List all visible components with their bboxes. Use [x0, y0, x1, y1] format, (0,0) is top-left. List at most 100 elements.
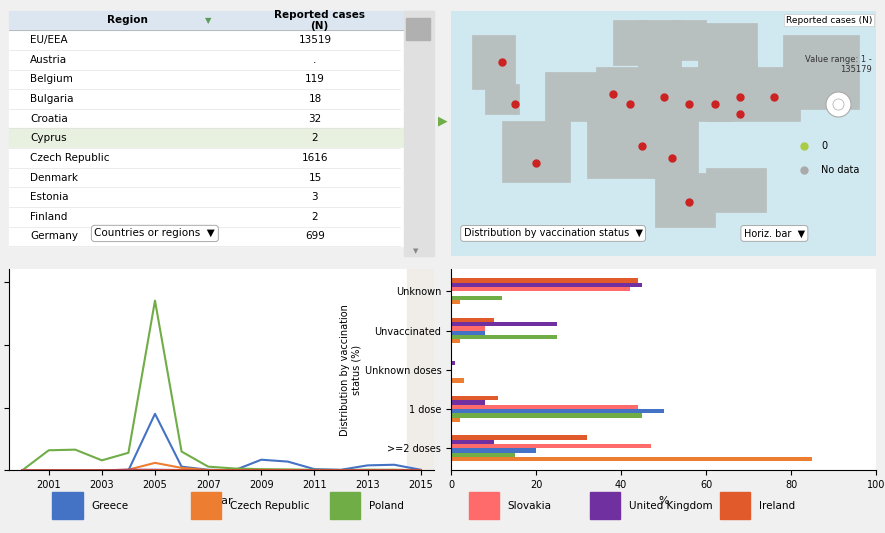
- Bar: [638, 20, 681, 79]
- Bar: [451, 330, 485, 335]
- Text: Reported cases
(N): Reported cases (N): [273, 10, 365, 31]
- Text: Horiz. bar  ▼: Horiz. bar ▼: [743, 229, 805, 238]
- Text: Distribution by vaccination status  ▼: Distribution by vaccination status ▼: [464, 229, 643, 238]
- Bar: [330, 492, 360, 519]
- Bar: [451, 448, 536, 453]
- Bar: [485, 84, 519, 114]
- Text: Estonia: Estonia: [30, 192, 69, 202]
- Bar: [9, 128, 434, 148]
- Text: 0: 0: [821, 141, 827, 151]
- Text: Belgium: Belgium: [30, 75, 73, 84]
- Bar: [473, 35, 515, 89]
- Bar: [406, 18, 430, 40]
- Text: ▲: ▲: [413, 21, 419, 27]
- Text: No data: No data: [821, 165, 859, 175]
- Bar: [451, 453, 515, 457]
- Text: Value range: 1 -
135179: Value range: 1 - 135179: [805, 55, 872, 74]
- Text: 119: 119: [305, 75, 325, 84]
- Text: 18: 18: [308, 94, 321, 104]
- Bar: [451, 339, 459, 343]
- Bar: [451, 414, 643, 418]
- Text: Croatia: Croatia: [30, 114, 68, 124]
- Text: Bulgaria: Bulgaria: [30, 94, 73, 104]
- Bar: [672, 20, 706, 60]
- Bar: [451, 361, 455, 366]
- Bar: [544, 72, 604, 121]
- Bar: [9, 70, 434, 89]
- Text: ▼: ▼: [413, 248, 419, 254]
- Bar: [451, 396, 497, 400]
- Text: 15: 15: [308, 173, 321, 182]
- Text: Region: Region: [107, 15, 149, 26]
- Text: 32: 32: [308, 114, 321, 124]
- Bar: [697, 23, 757, 72]
- Bar: [451, 318, 494, 322]
- Bar: [451, 405, 638, 409]
- Bar: [9, 109, 434, 128]
- Bar: [451, 435, 587, 440]
- Text: 3: 3: [312, 192, 319, 202]
- Bar: [451, 457, 812, 461]
- Bar: [451, 335, 558, 339]
- Bar: [451, 326, 485, 330]
- Text: Czech Republic: Czech Republic: [30, 153, 110, 163]
- Text: 2: 2: [312, 212, 319, 222]
- Bar: [191, 492, 221, 519]
- Bar: [451, 282, 643, 287]
- Y-axis label: Distribution by vaccination
status (%): Distribution by vaccination status (%): [340, 304, 362, 435]
- Bar: [782, 35, 859, 109]
- X-axis label: %: %: [658, 496, 669, 506]
- Bar: [451, 287, 629, 291]
- Bar: [706, 60, 757, 89]
- Bar: [468, 492, 499, 519]
- Bar: [407, 269, 434, 471]
- Text: 1616: 1616: [302, 153, 328, 163]
- Text: Austria: Austria: [30, 55, 67, 64]
- Text: Greece: Greece: [91, 500, 128, 511]
- Text: 13519: 13519: [298, 35, 332, 45]
- Bar: [587, 116, 621, 177]
- Text: 699: 699: [305, 231, 325, 241]
- Text: ▼: ▼: [205, 16, 212, 25]
- Bar: [621, 116, 697, 177]
- Text: Ireland: Ireland: [759, 500, 796, 511]
- Text: .: .: [313, 55, 317, 64]
- Bar: [9, 227, 434, 246]
- Bar: [451, 278, 638, 282]
- Bar: [502, 121, 570, 182]
- Text: Germany: Germany: [30, 231, 78, 241]
- Text: EU/EEA: EU/EEA: [30, 35, 68, 45]
- Bar: [596, 67, 732, 121]
- Bar: [451, 322, 558, 326]
- Bar: [404, 11, 434, 256]
- Text: ▶: ▶: [438, 115, 448, 127]
- Text: Poland: Poland: [369, 500, 404, 511]
- Bar: [9, 188, 434, 207]
- Bar: [9, 168, 434, 188]
- Bar: [451, 440, 494, 444]
- Bar: [706, 168, 766, 212]
- Bar: [451, 296, 502, 300]
- Text: Finland: Finland: [30, 212, 67, 222]
- Bar: [451, 409, 664, 414]
- Bar: [451, 418, 459, 422]
- Text: Reported cases (N): Reported cases (N): [786, 15, 872, 25]
- Text: Czech Republic: Czech Republic: [230, 500, 310, 511]
- Text: Slovakia: Slovakia: [508, 500, 551, 511]
- Bar: [612, 20, 647, 64]
- Bar: [706, 67, 800, 121]
- Bar: [655, 173, 714, 227]
- Bar: [590, 492, 620, 519]
- Text: United Kingdom: United Kingdom: [629, 500, 712, 511]
- Bar: [451, 378, 464, 383]
- Bar: [9, 11, 434, 30]
- Bar: [9, 207, 434, 227]
- Text: Denmark: Denmark: [30, 173, 78, 182]
- Bar: [9, 30, 434, 50]
- Bar: [9, 50, 434, 70]
- Text: Countries or regions  ▼: Countries or regions ▼: [95, 229, 215, 238]
- Bar: [720, 492, 750, 519]
- X-axis label: Year: Year: [210, 496, 234, 506]
- Text: 2: 2: [312, 133, 319, 143]
- Bar: [9, 89, 434, 109]
